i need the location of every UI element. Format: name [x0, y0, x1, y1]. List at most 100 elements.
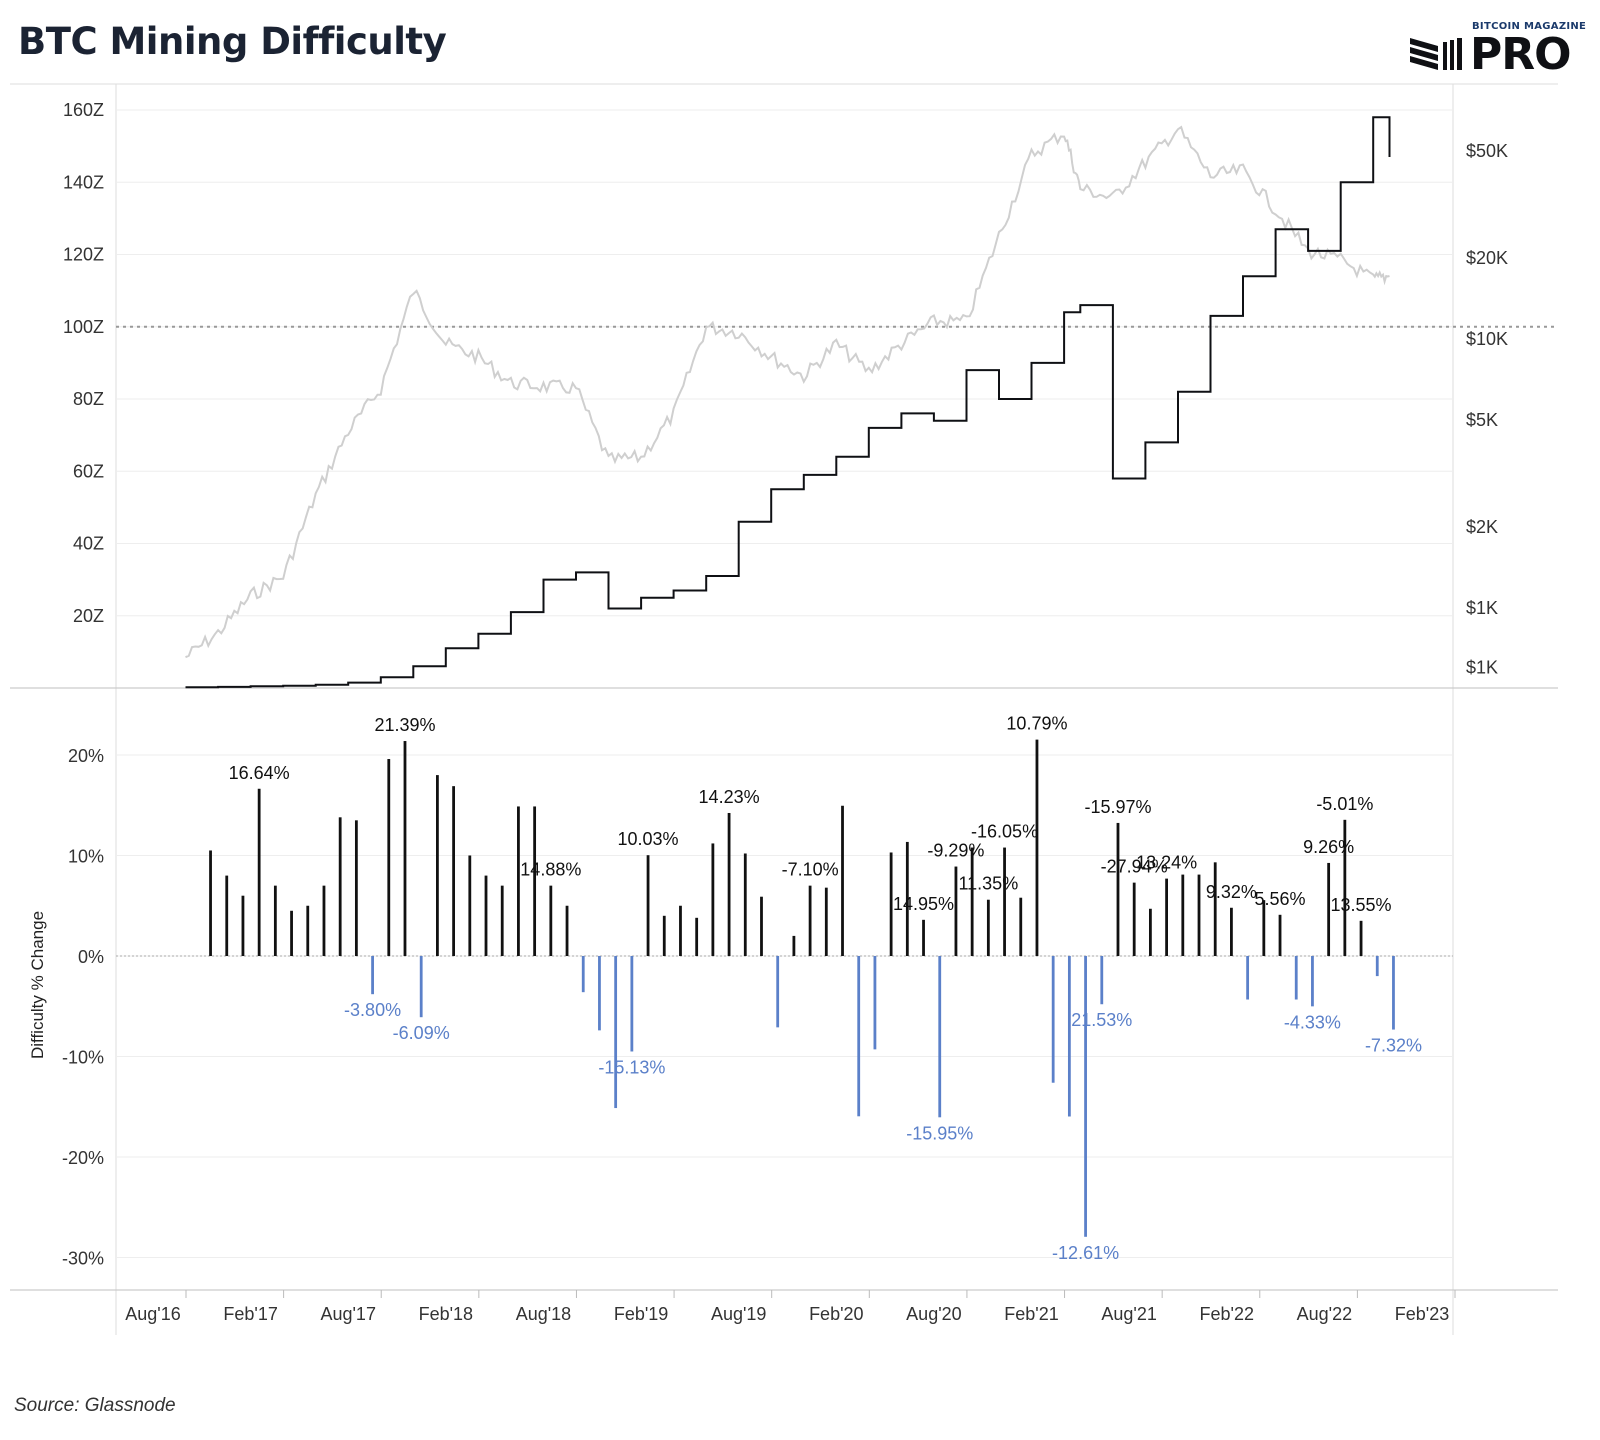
- positive-bar: [225, 875, 229, 956]
- bottom-axis-title: Difficulty % Change: [28, 911, 47, 1059]
- positive-bar: [889, 852, 893, 956]
- x-tick-label: Aug'16: [125, 1304, 181, 1324]
- bar-value-label: -7.32%: [1365, 1036, 1422, 1056]
- x-tick-label: Aug'20: [906, 1304, 962, 1324]
- bar-value-label: 11.35%: [958, 874, 1018, 894]
- positive-bar: [1230, 907, 1233, 956]
- btc-price-line: [185, 125, 1390, 659]
- bar-value-label: -5.01%: [1316, 794, 1373, 814]
- right-tick-label: $2K: [1466, 517, 1498, 537]
- positive-bar: [484, 875, 488, 956]
- x-tick-label: Aug'22: [1297, 1304, 1353, 1324]
- left-tick-label: 60Z: [73, 461, 104, 481]
- bottom-tick-label: -10%: [62, 1048, 104, 1068]
- positive-bar: [1019, 897, 1023, 956]
- right-tick-label: $20K: [1466, 248, 1508, 268]
- left-tick-label: 160Z: [63, 100, 104, 120]
- bar-value-label: -7.10%: [782, 860, 839, 880]
- negative-bar: [776, 956, 780, 1028]
- positive-bar: [727, 812, 731, 956]
- positive-bar: [338, 817, 342, 956]
- negative-bar: [419, 956, 423, 1018]
- positive-bar: [436, 775, 439, 956]
- negative-bar: [938, 956, 942, 1118]
- logo-stripes-icon: [1410, 38, 1462, 70]
- positive-bar: [662, 915, 666, 956]
- negative-bar: [630, 956, 634, 1052]
- positive-bar: [1262, 900, 1266, 956]
- positive-bar: [500, 885, 504, 956]
- positive-bar: [1116, 822, 1120, 956]
- positive-bar: [549, 885, 553, 956]
- bar-value-label: -15.95%: [906, 1123, 973, 1143]
- bar-value-label: -9.29%: [927, 841, 984, 861]
- negative-bar: [1311, 956, 1314, 1007]
- bar-value-label: 14.95%: [893, 894, 954, 914]
- bar-value-label: 21.39%: [374, 715, 435, 735]
- negative-bar: [873, 956, 877, 1050]
- left-tick-label: 80Z: [73, 389, 104, 409]
- x-tick-label: Aug'17: [320, 1304, 376, 1324]
- bar-value-label: 9.26%: [1303, 837, 1354, 857]
- negative-bar: [1392, 956, 1395, 1030]
- bar-value-label: 16.64%: [229, 763, 290, 783]
- left-tick-label: 140Z: [63, 172, 104, 192]
- bar-value-label: -6.09%: [393, 1023, 450, 1043]
- positive-bar: [387, 759, 391, 956]
- bar-value-label: 10.03%: [618, 829, 679, 849]
- negative-bar: [1375, 956, 1379, 977]
- positive-bar: [808, 885, 812, 956]
- positive-bar: [533, 806, 537, 956]
- chart-title: BTC Mining Difficulty: [18, 20, 447, 63]
- right-tick-label: $1K: [1466, 658, 1498, 678]
- x-tick-label: Feb'19: [614, 1304, 668, 1324]
- negative-bar: [857, 956, 861, 1117]
- positive-bar: [273, 885, 277, 956]
- source-note: Source: Glassnode: [14, 1395, 176, 1416]
- positive-bar: [695, 917, 699, 956]
- bottom-tick-label: 10%: [68, 847, 104, 867]
- x-tick-label: Feb'22: [1200, 1304, 1254, 1324]
- logo-big-text: PRO: [1470, 29, 1572, 80]
- positive-bar: [403, 741, 407, 956]
- right-tick-label: $50K: [1466, 141, 1508, 161]
- positive-bar: [1343, 819, 1347, 956]
- negative-bar: [371, 956, 374, 995]
- positive-bar: [209, 850, 212, 956]
- positive-bar: [986, 899, 990, 956]
- positive-bar: [290, 910, 293, 956]
- positive-bar: [743, 853, 747, 956]
- positive-bar: [954, 866, 958, 956]
- right-tick-label: $5K: [1466, 410, 1498, 430]
- positive-bar: [841, 805, 844, 956]
- x-tick-label: Feb'20: [809, 1304, 863, 1324]
- bar-value-label: 10.79%: [1006, 714, 1067, 734]
- bar-value-label: 5.56%: [1255, 889, 1306, 909]
- positive-bar: [241, 895, 245, 956]
- x-tick-label: Aug'19: [711, 1304, 767, 1324]
- positive-bar: [1003, 847, 1006, 956]
- positive-bar: [1213, 862, 1217, 956]
- x-tick-label: Feb'17: [223, 1304, 277, 1324]
- logo-small-text: BITCOIN MAGAZINE: [1472, 21, 1587, 32]
- bar-value-label: 14.88%: [520, 860, 581, 880]
- positive-bar: [468, 855, 472, 956]
- positive-bar: [1132, 882, 1136, 956]
- difficulty-line: [185, 116, 1391, 689]
- x-tick-label: Aug'18: [516, 1304, 572, 1324]
- bitcoin-magazine-pro-logo: BITCOIN MAGAZINE PRO: [1410, 18, 1595, 80]
- bar-value-label: -16.05%: [971, 822, 1038, 842]
- positive-bar: [1197, 874, 1201, 956]
- left-tick-label: 100Z: [63, 317, 104, 337]
- positive-bar: [257, 788, 261, 956]
- bar-value-label: 21.53%: [1071, 1010, 1132, 1030]
- x-tick-label: Aug'21: [1101, 1304, 1157, 1324]
- positive-bar: [905, 841, 909, 956]
- negative-bar: [581, 956, 585, 993]
- right-tick-label: $1K: [1466, 598, 1498, 618]
- positive-bar: [306, 905, 310, 956]
- positive-bar: [517, 806, 520, 956]
- positive-bar: [1148, 908, 1152, 956]
